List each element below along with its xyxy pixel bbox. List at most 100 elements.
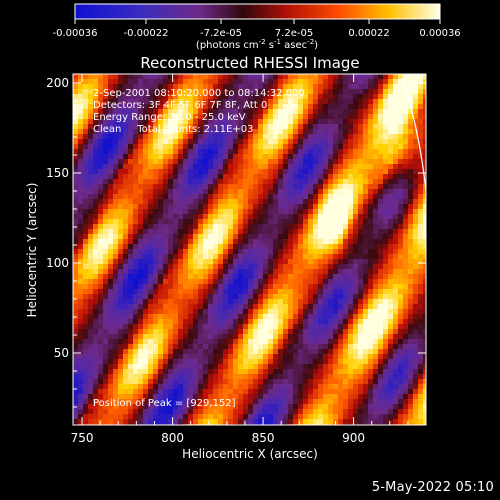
heatmap-cell: [283, 219, 289, 225]
heatmap-cell: [413, 274, 419, 280]
heatmap-cell: [338, 189, 344, 195]
heatmap-cell: [93, 229, 99, 235]
heatmap-cell: [298, 269, 304, 275]
heatmap-cell: [398, 189, 404, 195]
heatmap-cell: [178, 394, 184, 400]
heatmap-cell: [363, 349, 369, 355]
heatmap-cell: [208, 249, 214, 255]
heatmap-cell: [378, 249, 384, 255]
heatmap-cell: [368, 189, 374, 195]
heatmap-cell: [178, 279, 184, 285]
heatmap-cell: [193, 79, 199, 85]
heatmap-cell: [313, 89, 319, 95]
heatmap-cell: [93, 329, 99, 335]
heatmap-cell: [148, 339, 154, 345]
heatmap-cell: [288, 264, 294, 270]
heatmap-cell: [138, 284, 144, 290]
heatmap-cell: [163, 399, 169, 405]
heatmap-cell: [373, 229, 379, 235]
heatmap-cell: [253, 319, 259, 325]
heatmap-cell: [243, 284, 249, 290]
heatmap-cell: [133, 74, 139, 80]
heatmap-cell: [358, 84, 364, 90]
heatmap-cell: [278, 219, 284, 225]
heatmap-cell: [238, 179, 244, 185]
heatmap-cell: [153, 114, 159, 120]
heatmap-cell: [313, 329, 319, 335]
heatmap-cell: [368, 284, 374, 290]
heatmap-cell: [408, 219, 414, 225]
heatmap-cell: [118, 149, 124, 155]
heatmap-cell: [403, 219, 409, 225]
heatmap-cell: [278, 399, 284, 405]
heatmap-cell: [283, 369, 289, 375]
heatmap-cell: [118, 324, 124, 330]
heatmap-cell: [98, 269, 104, 275]
heatmap-cell: [313, 294, 319, 300]
heatmap-cell: [313, 204, 319, 210]
heatmap-cell: [313, 404, 319, 410]
heatmap-cell: [233, 244, 239, 250]
heatmap-cell: [173, 229, 179, 235]
heatmap-cell: [198, 149, 204, 155]
heatmap-cell: [133, 309, 139, 315]
heatmap-cell: [298, 129, 304, 135]
heatmap-cell: [173, 94, 179, 100]
heatmap-cell: [263, 269, 269, 275]
heatmap-cell: [353, 189, 359, 195]
heatmap-cell: [138, 354, 144, 360]
heatmap-cell: [93, 374, 99, 380]
heatmap-cell: [358, 169, 364, 175]
heatmap-cell: [143, 79, 149, 85]
heatmap-cell: [398, 199, 404, 205]
heatmap-cell: [253, 404, 259, 410]
heatmap-cell: [313, 364, 319, 370]
heatmap-cell: [403, 329, 409, 335]
heatmap-cell: [373, 119, 379, 125]
heatmap-cell: [318, 84, 324, 90]
heatmap-cell: [318, 154, 324, 160]
heatmap-cell: [313, 344, 319, 350]
heatmap-cell: [378, 414, 384, 420]
heatmap-cell: [153, 384, 159, 390]
heatmap-cell: [273, 264, 279, 270]
heatmap-cell: [108, 154, 114, 160]
heatmap-cell: [138, 199, 144, 205]
heatmap-cell: [313, 374, 319, 380]
heatmap-cell: [248, 354, 254, 360]
heatmap-cell: [353, 74, 359, 80]
heatmap-cell: [363, 114, 369, 120]
heatmap-cell: [183, 109, 189, 115]
heatmap-cell: [253, 89, 259, 95]
heatmap-cell: [108, 244, 114, 250]
heatmap-cell: [283, 319, 289, 325]
heatmap-cell: [418, 139, 424, 145]
heatmap-cell: [388, 279, 394, 285]
heatmap-cell: [153, 209, 159, 215]
heatmap-cell: [383, 379, 389, 385]
heatmap-cell: [413, 194, 419, 200]
heatmap-cell: [138, 299, 144, 305]
heatmap-cell: [138, 104, 144, 110]
heatmap-cell: [323, 289, 329, 295]
heatmap-cell: [373, 314, 379, 320]
heatmap-cell: [228, 419, 234, 425]
heatmap-cell: [153, 339, 159, 345]
heatmap-cell: [273, 124, 279, 130]
heatmap-cell: [298, 324, 304, 330]
heatmap-cell: [203, 304, 209, 310]
heatmap-cell: [348, 314, 354, 320]
heatmap-cell: [253, 169, 259, 175]
heatmap-cell: [133, 179, 139, 185]
heatmap-cell: [398, 154, 404, 160]
heatmap-cell: [233, 409, 239, 415]
heatmap-cell: [398, 294, 404, 300]
heatmap-cell: [133, 289, 139, 295]
heatmap-cell: [168, 399, 174, 405]
heatmap-cell: [103, 409, 109, 415]
heatmap-cell: [218, 279, 224, 285]
heatmap-cell: [143, 249, 149, 255]
heatmap-cell: [138, 304, 144, 310]
heatmap-cell: [228, 309, 234, 315]
heatmap-cell: [143, 224, 149, 230]
